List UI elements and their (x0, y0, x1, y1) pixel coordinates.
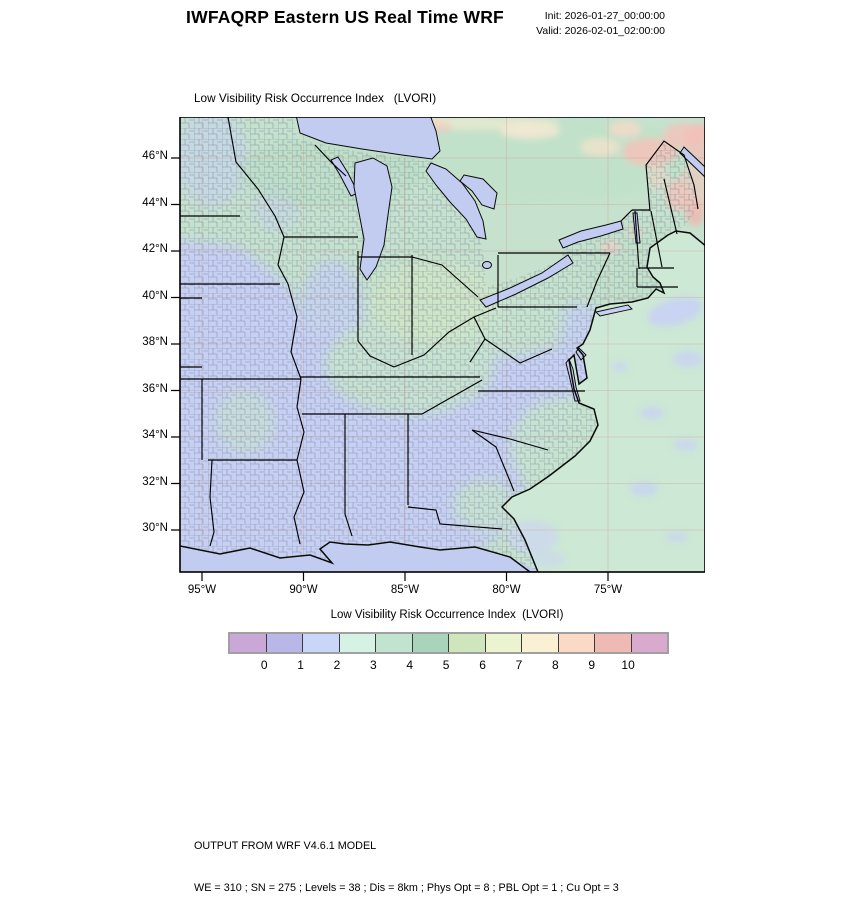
long-island (595, 304, 633, 317)
lat-tick-label: 38°N (142, 336, 168, 348)
valid-time: Valid: 2026-02-01_02:00:00 (536, 24, 665, 37)
axis-ticks (171, 157, 609, 581)
colorbar-tick: 3 (370, 658, 377, 672)
lat-tick-label: 32°N (142, 475, 168, 488)
lat-tick-label: 30°N (142, 522, 168, 534)
colorbar-tick: 1 (297, 658, 304, 672)
colorbar-tick: 2 (333, 658, 341, 672)
colorbar-cell (266, 634, 303, 652)
colorbar-cell (595, 634, 632, 652)
lon-tick-label: 75°W (593, 584, 623, 596)
colorbar-tick: 5 (442, 658, 450, 672)
great-lakes (295, 117, 705, 402)
colorbar-cell (339, 634, 376, 652)
colorbar-cell (303, 634, 340, 652)
colorbar-cell (412, 634, 449, 652)
colorbar-tick: 10 (621, 658, 635, 672)
lon-tick-label: 95°W (187, 584, 217, 596)
colorbar-tick: 0 (260, 658, 268, 672)
plot-title: IWFAQRP Eastern US Real Time WRF (186, 7, 504, 27)
colorbar-tick: 8 (551, 658, 559, 672)
lon-tick-label: 80°W (492, 584, 521, 596)
colorbar-tick: 4 (406, 658, 414, 672)
colorbar-cell (485, 634, 522, 652)
county-boundaries (180, 117, 698, 572)
colorbar (228, 632, 669, 654)
colorbar-cell (230, 634, 267, 652)
map-figure (160, 116, 706, 587)
map-svg (171, 116, 706, 581)
lat-tick-label: 40°N (142, 289, 168, 302)
lon-tick-label: 90°W (289, 584, 318, 596)
init-time: Init: 2026-01-27_00:00:00 (544, 10, 665, 22)
colorbar-tick: 9 (588, 658, 596, 672)
lat-tick-label: 34°N (142, 429, 168, 441)
colorbar-title: Low Visibility Risk Occurrence Index (LV… (330, 609, 564, 621)
lon-tick-label: 85°W (390, 584, 420, 596)
colorbar-cell (522, 634, 559, 652)
colorbar-cell (631, 634, 667, 652)
colorbar-cell (558, 634, 595, 652)
map-variable-title: Low Visibility Risk Occurrence Index (LV… (194, 91, 437, 105)
lat-tick-label: 46°N (142, 150, 168, 162)
wrf-plot-page: { "header": { "title": "IWFAQRP Eastern … (142, 7, 706, 894)
lat-tick-label: 44°N (142, 196, 168, 209)
colorbar-tick: 6 (479, 658, 486, 672)
colorbar-tick-labels: 0 1 2 3 4 5 6 7 8 9 10 (246, 658, 648, 672)
coastline (180, 230, 705, 572)
lat-tick-label: 36°N (142, 382, 168, 395)
run-times: Init: 2026-01-27_00:00:00 Valid: 2026-02… (480, 9, 665, 38)
model-info-footer: OUTPUT FROM WRF V4.6.1 MODEL WE = 310 ; … (194, 811, 619, 909)
colorbar-tick: 7 (515, 658, 523, 672)
gulf-of-mexico (180, 543, 537, 572)
lat-tick-label: 42°N (142, 243, 168, 255)
footer-line2: WE = 310 ; SN = 275 ; Levels = 38 ; Dis … (194, 882, 619, 894)
colorbar-cell (449, 634, 486, 652)
state-boundaries (180, 117, 699, 547)
footer-line1: OUTPUT FROM WRF V4.6.1 MODEL (194, 840, 377, 852)
colorbar-cell (376, 634, 413, 652)
